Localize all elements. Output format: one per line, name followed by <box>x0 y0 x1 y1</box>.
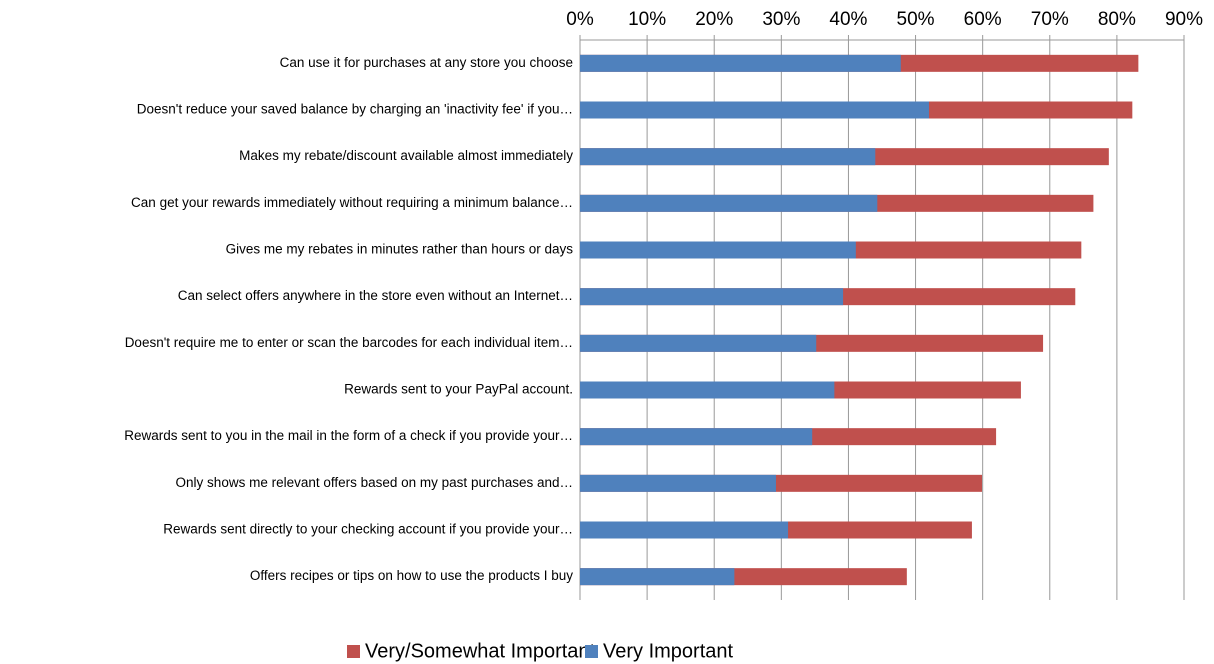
y-tick-label: Gives me my rebates in minutes rather th… <box>226 242 574 257</box>
y-tick-label: Rewards sent to you in the mail in the f… <box>124 428 573 443</box>
x-tick-label: 40% <box>829 9 867 30</box>
x-tick-label: 50% <box>897 9 935 30</box>
x-tick-label: 90% <box>1165 9 1203 30</box>
y-tick-label: Can select offers anywhere in the store … <box>178 288 573 303</box>
y-tick-label: Can get your rewards immediately without… <box>131 195 573 210</box>
bar <box>580 521 789 539</box>
bar <box>580 381 835 399</box>
bar <box>580 148 876 166</box>
legend-label: Very/Somewhat Important <box>365 640 596 662</box>
bar <box>580 194 878 212</box>
x-tick-label: 0% <box>566 9 594 30</box>
legend-swatch <box>585 645 598 658</box>
bar <box>580 241 856 259</box>
y-tick-label: Doesn't reduce your saved balance by cha… <box>137 102 573 117</box>
bar <box>580 101 929 119</box>
y-tick-label: Offers recipes or tips on how to use the… <box>250 568 573 583</box>
bar <box>580 428 813 446</box>
x-tick-label: 70% <box>1031 9 1069 30</box>
y-tick-label: Makes my rebate/discount available almos… <box>239 148 573 163</box>
bar <box>580 474 776 492</box>
legend-swatch <box>347 645 360 658</box>
x-tick-label: 20% <box>695 9 733 30</box>
bar <box>580 568 735 586</box>
x-tick-label: 60% <box>964 9 1002 30</box>
x-tick-label: 10% <box>628 9 666 30</box>
bar <box>580 288 844 306</box>
bar <box>580 54 901 72</box>
bar <box>580 334 817 352</box>
y-tick-label: Rewards sent to your PayPal account. <box>344 382 573 397</box>
legend-label: Very Important <box>603 640 734 662</box>
y-tick-label: Doesn't require me to enter or scan the … <box>125 335 573 350</box>
y-tick-label: Can use it for purchases at any store yo… <box>280 55 573 70</box>
x-tick-label: 80% <box>1098 9 1136 30</box>
y-tick-label: Rewards sent directly to your checking a… <box>163 522 573 537</box>
x-tick-label: 30% <box>762 9 800 30</box>
y-tick-label: Only shows me relevant offers based on m… <box>176 475 573 490</box>
